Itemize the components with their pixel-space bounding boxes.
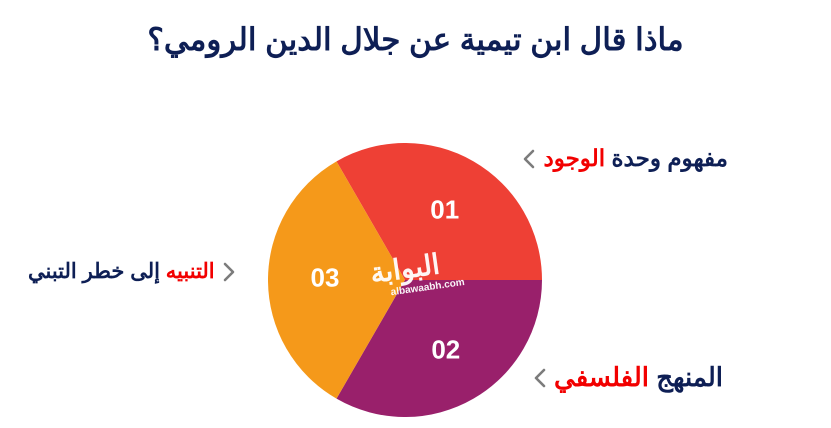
svg-text:02: 02 (431, 335, 460, 365)
svg-text:03: 03 (311, 263, 340, 293)
svg-text:01: 01 (430, 195, 459, 225)
